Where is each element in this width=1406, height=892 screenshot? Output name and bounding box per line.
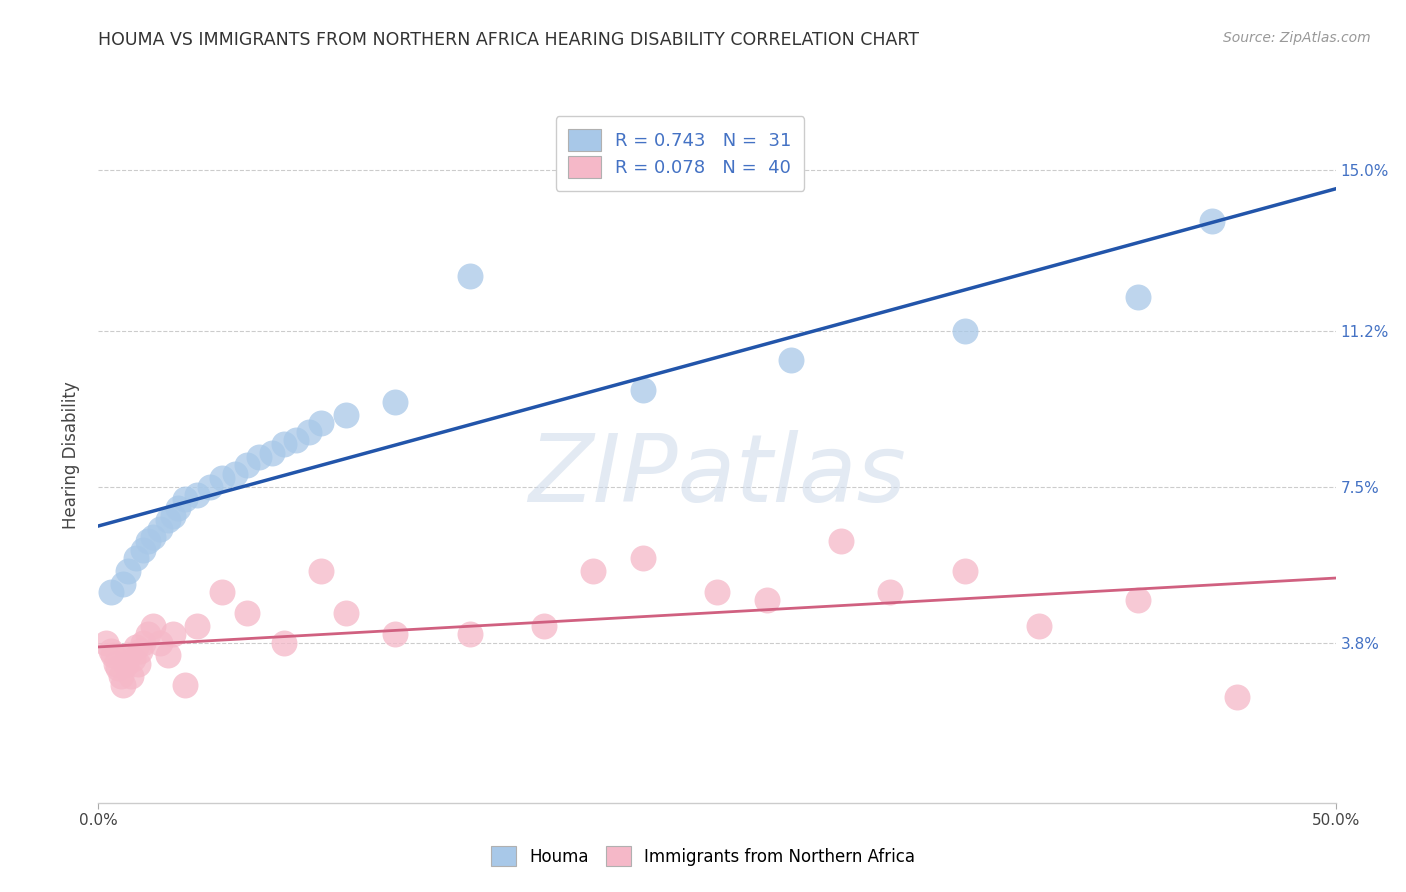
Point (103, 648, 125, 663)
Point (186, 618, 208, 632)
Point (149, 635, 172, 649)
Point (384, 627, 406, 641)
Text: HOUMA VS IMMIGRANTS FROM NORTHERN AFRICA HEARING DISABILITY CORRELATION CHART: HOUMA VS IMMIGRANTS FROM NORTHERN AFRICA… (98, 31, 920, 49)
Point (211, 471, 233, 485)
Point (142, 618, 165, 632)
Point (156, 513, 179, 527)
Point (129, 644, 152, 658)
Point (117, 648, 139, 663)
Point (335, 606, 357, 620)
Point (117, 564, 139, 578)
Point (136, 534, 159, 549)
Point (830, 534, 852, 549)
Point (1028, 618, 1050, 632)
Point (104, 657, 127, 671)
Point (198, 479, 221, 493)
Point (132, 635, 155, 649)
Point (122, 652, 145, 666)
Point (211, 585, 233, 599)
Point (236, 458, 259, 473)
Point (309, 564, 332, 578)
Point (174, 492, 197, 507)
Point (335, 408, 357, 422)
Point (100, 644, 122, 658)
Point (127, 657, 149, 671)
Point (166, 500, 188, 515)
Point (110, 669, 132, 683)
Point (780, 353, 803, 368)
Point (142, 530, 165, 544)
Point (582, 564, 605, 578)
Point (156, 648, 179, 663)
Point (706, 585, 728, 599)
Point (755, 593, 778, 607)
Text: Source: ZipAtlas.com: Source: ZipAtlas.com (1223, 31, 1371, 45)
Point (285, 433, 308, 447)
Point (533, 618, 555, 632)
Point (120, 669, 142, 683)
Point (136, 627, 159, 641)
Point (162, 509, 184, 524)
Point (458, 627, 481, 641)
Point (273, 437, 295, 451)
Point (631, 383, 654, 397)
Legend: R = 0.743   N =  31, R = 0.078   N =  40: R = 0.743 N = 31, R = 0.078 N = 40 (555, 116, 804, 191)
Point (298, 425, 321, 439)
Point (260, 446, 283, 460)
Point (186, 488, 208, 502)
Point (114, 657, 136, 671)
Point (273, 635, 295, 649)
Point (1126, 290, 1149, 304)
Point (631, 551, 654, 566)
Point (174, 678, 197, 692)
Point (879, 585, 901, 599)
Point (953, 324, 976, 338)
Y-axis label: Hearing Disability: Hearing Disability (62, 381, 80, 529)
Point (236, 606, 259, 620)
Point (107, 661, 129, 675)
Point (112, 576, 135, 591)
Point (124, 640, 146, 654)
Point (224, 467, 246, 481)
Legend: Houma, Immigrants from Northern Africa: Houma, Immigrants from Northern Africa (482, 838, 924, 875)
Point (247, 450, 270, 464)
Text: ZIPatlas: ZIPatlas (529, 430, 905, 521)
Point (149, 522, 172, 536)
Point (384, 395, 406, 409)
Point (100, 585, 122, 599)
Point (309, 417, 332, 431)
Point (953, 564, 976, 578)
Point (132, 542, 155, 557)
Point (1126, 593, 1149, 607)
Point (162, 627, 184, 641)
Point (112, 678, 135, 692)
Point (94, 635, 117, 649)
Point (458, 268, 481, 283)
Point (124, 551, 146, 566)
Point (1201, 214, 1223, 228)
Point (1226, 690, 1249, 705)
